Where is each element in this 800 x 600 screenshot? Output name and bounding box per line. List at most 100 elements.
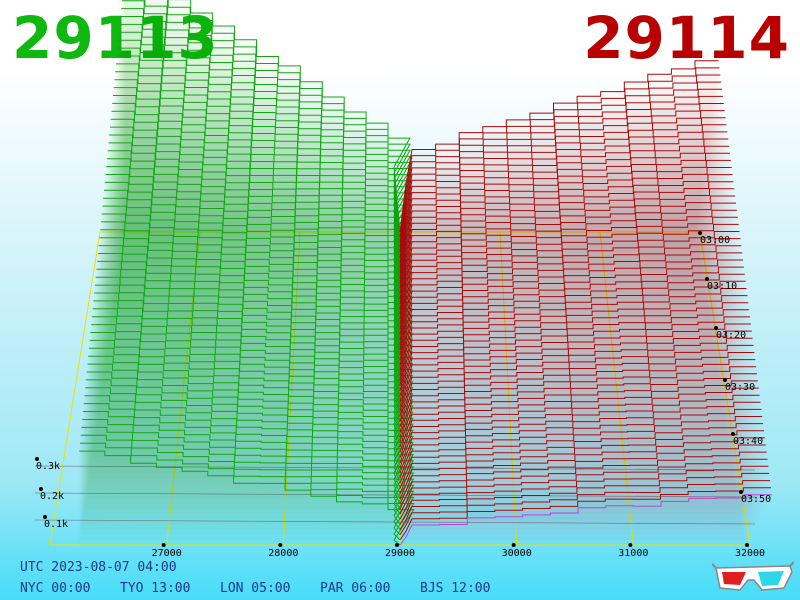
ask-price: 29114 [583, 4, 790, 72]
bid-depth-line [87, 363, 414, 489]
ask-depth-line [399, 352, 755, 443]
bid-depth-line [91, 316, 414, 458]
bid-depth-line [121, 8, 412, 258]
bid-depth-line [83, 403, 415, 515]
ask-depth-line [399, 159, 731, 304]
x-tick-label: 28000 [268, 548, 298, 559]
volume-tick-marker [35, 457, 39, 461]
x-tick-label: 32000 [735, 548, 765, 559]
time-tick-marker [739, 490, 743, 494]
bid-depth-line [122, 0, 412, 253]
bid-depth-line [96, 268, 414, 428]
ask-depth-lines [399, 60, 772, 546]
bid-depth-line [97, 260, 414, 423]
ask-depth-line [399, 416, 763, 489]
bid-depth-line [116, 55, 412, 289]
bid-depth-line [111, 110, 412, 325]
volume-tick-marker [43, 515, 47, 519]
bid-depth-line [118, 39, 412, 279]
ask-depth-line [399, 81, 722, 248]
bid-depth-line [100, 229, 413, 402]
bid-depth-line [88, 355, 414, 484]
timezone-bjs: BJS 12:00 [420, 581, 491, 596]
ask-depth-line [399, 238, 741, 361]
bid-depth-line [110, 126, 413, 335]
ask-depth-line [399, 437, 765, 505]
floor-grid-line [282, 231, 301, 546]
ask-depth-line [399, 60, 719, 233]
ask-depth-line [399, 95, 723, 258]
bid-depth-line [107, 158, 413, 356]
ask-depth-line [399, 458, 768, 520]
x-tick-marker [628, 543, 633, 547]
bid-depth-line [98, 245, 413, 412]
bid-depth-line [107, 150, 413, 351]
bid-depth-line [99, 237, 413, 407]
ask-depth-line [399, 309, 750, 412]
bid-depth-line [103, 197, 413, 381]
ask-depth-line [399, 131, 728, 284]
bid-depth-line [167, 0, 411, 238]
ask-depth-line [399, 152, 730, 299]
3d-glasses-icon[interactable] [712, 560, 794, 592]
x-tick-marker [511, 543, 516, 547]
ask-depth-line [399, 465, 769, 525]
ask-depth-line [399, 167, 732, 310]
bid-depth-line [114, 79, 412, 304]
ask-depth-line [399, 88, 723, 253]
ask-depth-line [399, 145, 730, 294]
time-tick-label: 03:00 [700, 235, 730, 246]
ask-depth-line [399, 472, 770, 530]
time-tick-marker [723, 378, 727, 382]
timezone-tyo: TYO 13:00 [120, 581, 191, 596]
bid-depth-line [82, 419, 415, 525]
timezone-par: PAR 06:00 [320, 581, 391, 596]
ask-depth-line [399, 401, 761, 479]
ask-depth-line [399, 444, 766, 510]
ask-depth-line [399, 67, 720, 238]
bid-depth-line [104, 189, 413, 376]
bid-depth-line [90, 332, 414, 469]
volume-gridline [34, 519, 756, 525]
timezone-lon: LON 05:00 [220, 581, 291, 596]
ask-depth-line [399, 74, 721, 243]
ask-depth-line [399, 330, 752, 428]
x-axis-ticks: 27000 28000 29000 30000 31000 32000 [152, 543, 765, 559]
ask-depth-line [399, 110, 725, 268]
ask-depth-line [399, 480, 771, 535]
time-axis-ticks: 03:00 03:10 03:20 03:30 03:40 03:50 [698, 231, 771, 505]
volume-tick-label: 0.1k [44, 519, 68, 530]
ask-depth-line [399, 216, 738, 345]
time-tick-label: 03:40 [733, 436, 763, 447]
ask-depth-line [399, 316, 750, 417]
ask-depth-line [399, 337, 753, 433]
bid-depth-line [91, 324, 414, 464]
ask-depth-line [399, 366, 757, 453]
bid-depth-line [89, 339, 414, 474]
volume-tick-label: 0.3k [36, 461, 60, 472]
utc-time: UTC 2023-08-07 04:00 [20, 560, 177, 575]
time-tick-label: 03:50 [741, 494, 771, 505]
ask-depth-line [399, 487, 771, 541]
x-tick-label: 27000 [152, 548, 182, 559]
ask-depth-line [399, 188, 735, 325]
x-tick-label: 29000 [385, 548, 415, 559]
bid-depth-line [85, 379, 415, 499]
time-tick-label: 03:20 [716, 330, 746, 341]
ask-depth-line [399, 288, 747, 397]
bid-depth-line [101, 221, 413, 397]
ask-depth-line [399, 195, 736, 330]
bid-depth-line [81, 426, 415, 530]
bid-depth-line [167, 0, 411, 243]
bid-depth-line [109, 134, 413, 340]
bid-depth-line [93, 300, 414, 448]
x-tick-marker [161, 543, 166, 547]
ask-depth-line [399, 245, 742, 366]
ask-depth-line [399, 430, 764, 499]
x-tick-marker [745, 543, 749, 547]
bid-depth-line [112, 102, 412, 320]
ask-depth-line [399, 259, 743, 376]
ask-depth-line [399, 103, 724, 263]
bid-depth-line [119, 31, 412, 274]
time-tick-marker [705, 277, 709, 281]
